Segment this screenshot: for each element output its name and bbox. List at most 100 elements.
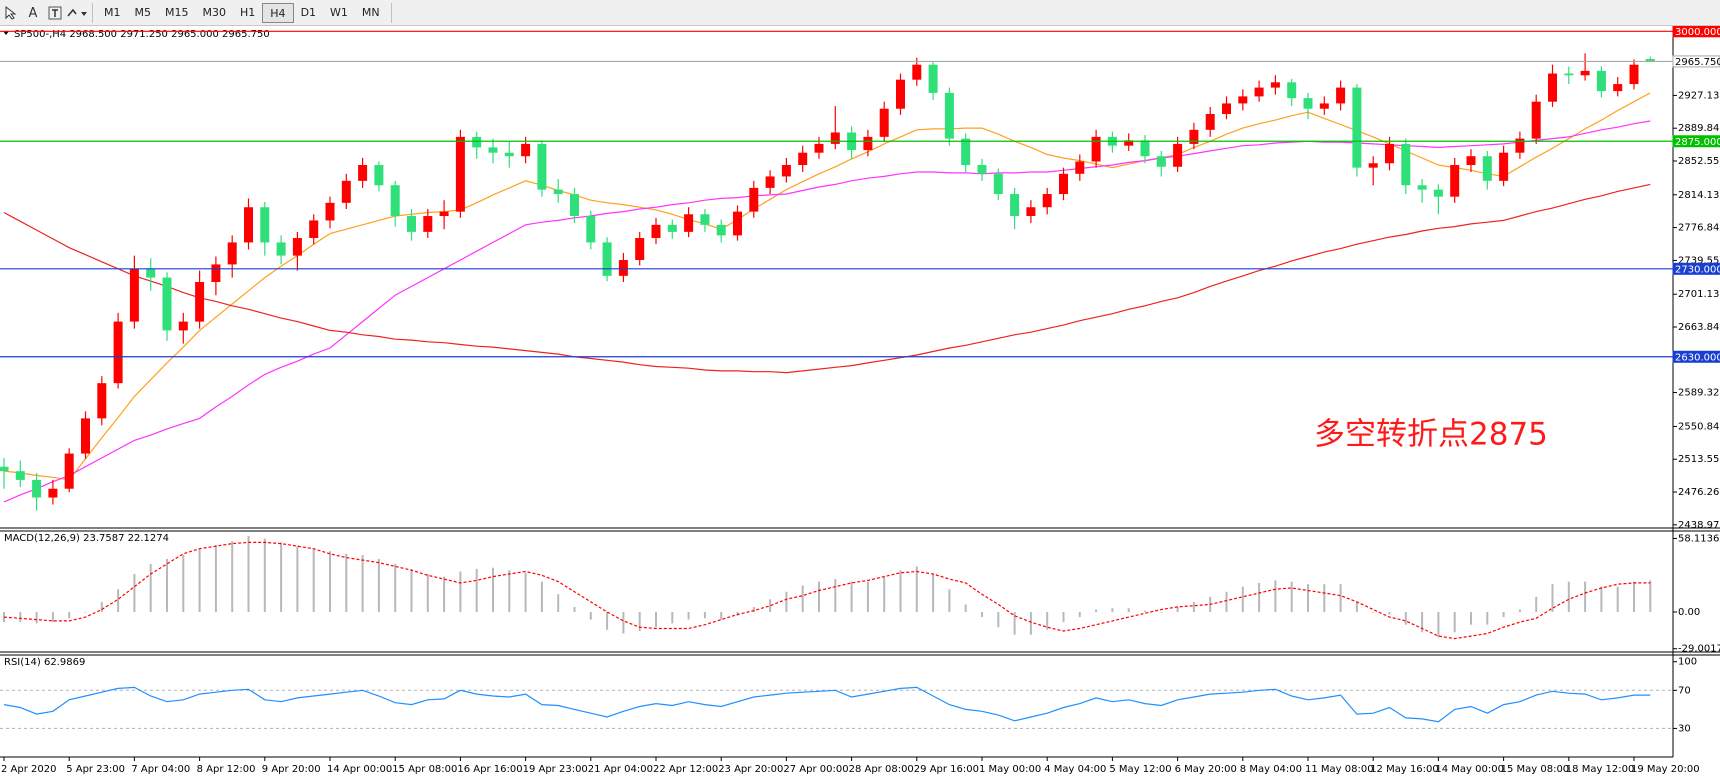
histogram-bar xyxy=(1616,586,1619,613)
price-label: 3000.000 xyxy=(1675,27,1720,38)
shapes-tool[interactable] xyxy=(66,3,88,23)
candle-body xyxy=(455,136,465,212)
price-label: 2730.000 xyxy=(1675,264,1720,275)
histogram-bar xyxy=(524,572,527,613)
histogram-bar xyxy=(1160,612,1163,613)
candle-body xyxy=(260,207,270,243)
cursor-tool[interactable] xyxy=(0,3,22,23)
period-button[interactable]: MN xyxy=(361,6,380,19)
period-button[interactable]: M5 xyxy=(134,6,152,19)
candle-body xyxy=(961,138,971,166)
candle-body xyxy=(635,238,645,261)
candle-body xyxy=(1189,129,1199,144)
histogram-bar xyxy=(1078,612,1081,618)
candle-body xyxy=(195,282,205,322)
candle-body xyxy=(309,220,319,239)
candle-body xyxy=(48,488,58,498)
x-tick-label: 4 May 04:00 xyxy=(1044,764,1106,775)
x-tick-label: 28 Apr 08:00 xyxy=(849,764,914,775)
candle-body xyxy=(292,238,302,256)
period-button[interactable]: M1 xyxy=(104,6,121,19)
series-line xyxy=(3,686,1651,723)
candle-body xyxy=(1433,189,1443,197)
y-tick-label: 2739.550 xyxy=(1678,255,1720,266)
histogram-bar xyxy=(377,558,380,613)
histogram-bar xyxy=(1567,581,1570,613)
candle-body xyxy=(276,242,286,256)
period-button[interactable]: M15 xyxy=(165,6,189,19)
histogram-bar xyxy=(589,612,592,620)
histogram-bar xyxy=(345,553,348,613)
y-tick-label: -29.0017 xyxy=(1678,644,1720,655)
series-line xyxy=(3,120,1651,503)
histogram-bar xyxy=(720,612,723,620)
histogram-bar xyxy=(964,604,967,613)
histogram-bar xyxy=(394,563,397,613)
period-button[interactable]: M30 xyxy=(202,6,227,19)
candle-body xyxy=(1613,84,1623,92)
candle-body xyxy=(1156,156,1166,167)
candle-body xyxy=(1140,140,1150,157)
cursor-icon xyxy=(5,6,17,20)
histogram-bar xyxy=(785,591,788,613)
histogram-bar xyxy=(1144,610,1146,613)
histogram-bar xyxy=(361,555,364,613)
histogram-bar xyxy=(426,574,429,613)
histogram-bar xyxy=(818,581,820,613)
candle-body xyxy=(879,108,889,137)
candle-body xyxy=(390,185,400,217)
shapes-icon xyxy=(67,8,87,17)
chart: SP500-,H4 2968.500 2971.250 2965.000 296… xyxy=(0,26,1720,775)
histogram-bar xyxy=(1323,584,1326,613)
candle-body xyxy=(1596,70,1606,92)
candle-body xyxy=(423,216,433,232)
candle-body xyxy=(1417,185,1427,190)
candle-body xyxy=(0,466,9,472)
candle-body xyxy=(684,214,694,232)
x-tick-label: 14 May 00:00 xyxy=(1435,764,1504,775)
candle-body xyxy=(1205,113,1215,130)
candle-body xyxy=(651,224,661,239)
label-tool[interactable] xyxy=(44,3,66,23)
price-label-box xyxy=(1672,55,1720,68)
candle-body xyxy=(1368,163,1378,168)
histogram-bar xyxy=(182,555,185,613)
period-button[interactable]: H4 xyxy=(262,3,294,23)
x-tick-label: 12 May 16:00 xyxy=(1370,764,1439,775)
candle-body xyxy=(912,64,922,80)
histogram-bar xyxy=(606,612,609,630)
candle-body xyxy=(1499,152,1509,181)
candle-body xyxy=(814,143,824,153)
y-tick-label: 70 xyxy=(1678,685,1691,696)
candle-body xyxy=(521,143,531,157)
price-label: 2630.000 xyxy=(1675,352,1720,363)
histogram-bar xyxy=(915,566,918,613)
histogram-bar xyxy=(540,581,543,613)
period-button[interactable]: D1 xyxy=(300,6,317,19)
candle-body xyxy=(765,176,775,188)
text-tool[interactable]: A xyxy=(28,5,38,21)
histogram-bar xyxy=(1486,612,1489,625)
histogram-bar xyxy=(1062,612,1065,623)
histogram-bar xyxy=(1029,612,1032,635)
candle-body xyxy=(781,165,791,177)
candle-body xyxy=(537,143,547,190)
candle-body xyxy=(896,79,905,109)
period-button[interactable]: H1 xyxy=(240,6,256,19)
histogram-bar xyxy=(459,571,462,613)
histogram-bar xyxy=(671,612,674,624)
y-tick-label: 2663.840 xyxy=(1678,322,1720,333)
candle-body xyxy=(341,180,351,203)
pane-title: RSI(14) 62.9869 xyxy=(4,657,85,668)
candle-body xyxy=(1336,87,1346,104)
candle-body xyxy=(15,471,25,480)
histogram-bar xyxy=(557,594,560,613)
histogram-bar xyxy=(948,589,951,613)
x-tick-label: 5 May 12:00 xyxy=(1109,764,1171,775)
candle-body xyxy=(129,268,139,322)
period-button[interactable]: W1 xyxy=(330,6,348,19)
histogram-bar xyxy=(133,574,136,613)
candle-body xyxy=(602,242,612,276)
candle-body xyxy=(146,268,156,278)
toolbar-items: A M1 M5 M15 M30 H1 H4 D1 W1 MN xyxy=(0,0,396,26)
